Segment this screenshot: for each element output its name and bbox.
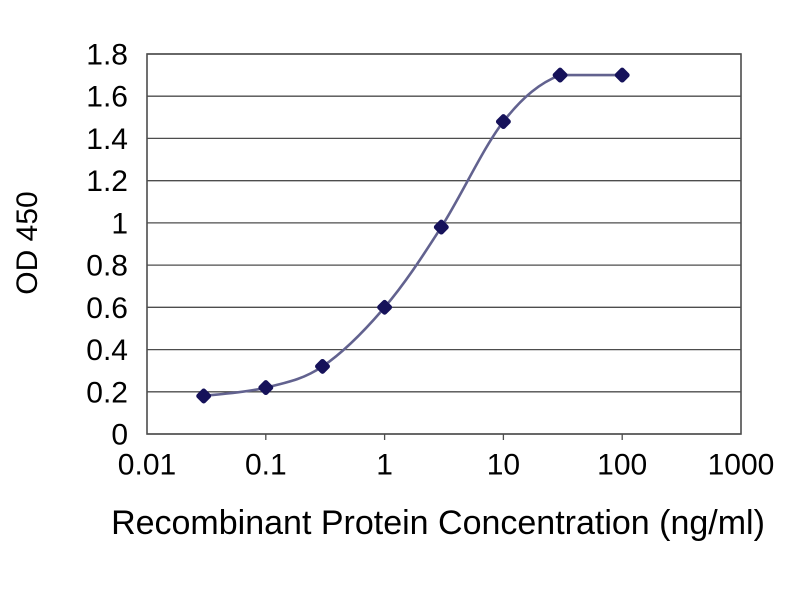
- svg-text:1: 1: [111, 207, 128, 240]
- svg-text:1.4: 1.4: [86, 123, 128, 156]
- svg-text:1.2: 1.2: [86, 165, 128, 198]
- svg-text:0.4: 0.4: [86, 334, 128, 367]
- svg-text:1.8: 1.8: [86, 39, 128, 72]
- svg-text:1: 1: [376, 449, 393, 482]
- svg-text:10: 10: [487, 449, 520, 482]
- svg-text:OD 450: OD 450: [11, 191, 44, 294]
- svg-text:1000: 1000: [708, 449, 775, 482]
- svg-text:0.2: 0.2: [86, 376, 128, 409]
- svg-text:0.1: 0.1: [245, 449, 287, 482]
- svg-text:1.6: 1.6: [86, 81, 128, 114]
- svg-text:0.01: 0.01: [118, 449, 176, 482]
- svg-text:Recombinant Protein Concentrat: Recombinant Protein Concentration (ng/ml…: [111, 504, 765, 542]
- svg-text:100: 100: [597, 449, 647, 482]
- svg-text:0.8: 0.8: [86, 250, 128, 283]
- svg-text:0.6: 0.6: [86, 292, 128, 325]
- svg-text:0: 0: [111, 419, 128, 452]
